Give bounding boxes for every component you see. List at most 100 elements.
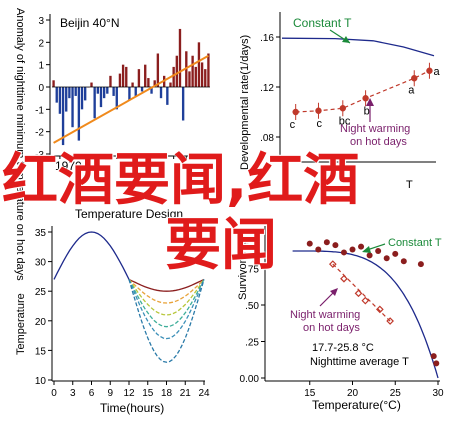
panel-development: .08 .12 .16 c c bc b a a Constant T Night warmi… bbox=[239, 12, 440, 191]
anomaly-bar bbox=[77, 87, 81, 141]
anomaly-bar bbox=[131, 82, 134, 87]
survivorship-constant-point bbox=[332, 242, 339, 249]
night-temperature-curve bbox=[128, 279, 205, 328]
panel-a-title: Beijin 40°N bbox=[60, 16, 120, 30]
night-warming-point-label: a bbox=[433, 66, 440, 78]
day-temperature-curve bbox=[53, 231, 130, 280]
anomaly-bar bbox=[71, 87, 74, 128]
anomaly-bar bbox=[90, 82, 93, 87]
panel-d-y-tick-label: .50 bbox=[245, 301, 259, 312]
anomaly-bar bbox=[55, 87, 58, 103]
night-temperature-curve bbox=[128, 278, 205, 304]
night-warming-point-label: b bbox=[364, 105, 370, 117]
panel-c-y-tick-label: 25 bbox=[35, 287, 47, 298]
anomaly-bar bbox=[84, 87, 87, 101]
panel-a-trend-line bbox=[53, 54, 209, 144]
anomaly-bar bbox=[106, 87, 109, 94]
survivorship-constant-point bbox=[366, 252, 373, 259]
survivorship-constant-point bbox=[430, 353, 437, 360]
survivorship-points bbox=[306, 239, 440, 367]
survivorship-night-point bbox=[376, 305, 384, 314]
panel-d-y-ticks: 0.00 .25 .50 .75 bbox=[240, 265, 265, 385]
panel-c-x-tick-label: 0 bbox=[51, 388, 57, 399]
anomaly-bar bbox=[65, 87, 68, 112]
panel-c-x-tick-label: 18 bbox=[161, 388, 173, 399]
anomaly-bar bbox=[99, 87, 103, 108]
night-warming-point-label: bc bbox=[339, 115, 351, 127]
overlay-headline-line-2: 要闻 bbox=[165, 213, 277, 278]
anomaly-bar bbox=[58, 87, 62, 114]
panel-anomaly: -3 -2 -1 0 1 2 3 Beijin 40°N 1970 Anomaly of n… bbox=[14, 8, 212, 281]
panel-c-y-tick-label: 20 bbox=[35, 317, 47, 328]
anomaly-bar bbox=[128, 87, 131, 101]
panel-d-constant-label: Constant T bbox=[388, 237, 442, 249]
panel-d-x-tick-label: 30 bbox=[432, 388, 444, 399]
panel-c-x-tick-label: 3 bbox=[70, 388, 76, 399]
panel-c-y-label: Temperature bbox=[15, 293, 27, 355]
anomaly-bar bbox=[74, 87, 77, 96]
panel-a-y-tick-label: -2 bbox=[35, 128, 44, 139]
panel-c-y-tick-label: 35 bbox=[35, 228, 47, 239]
survivorship-constant-point bbox=[417, 261, 424, 268]
anomaly-bar bbox=[153, 80, 156, 87]
survivorship-night-point bbox=[328, 260, 337, 268]
anomaly-bar bbox=[115, 87, 118, 110]
panel-d-night-arrowhead bbox=[330, 288, 338, 296]
anomaly-bar bbox=[150, 87, 153, 94]
panel-a-y-tick-label: -3 bbox=[35, 150, 44, 161]
panel-a-y-ticks: -3 -2 -1 0 1 2 3 bbox=[35, 16, 50, 161]
survivorship-constant-point bbox=[383, 255, 390, 262]
panel-d-night-avg-label: Nighttime average T bbox=[310, 356, 409, 368]
panel-b-y-tick-label: .12 bbox=[260, 83, 274, 94]
panel-d-x-label: Temperature(°C) bbox=[312, 398, 401, 412]
panel-survivorship: 0.00 .25 .50 .75 15 20 25 30 Constant T Night … bbox=[237, 226, 444, 412]
panel-d-x-tick-label: 20 bbox=[347, 388, 359, 399]
anomaly-bar bbox=[191, 55, 194, 87]
panel-d-y-tick-label: .25 bbox=[245, 338, 259, 349]
panel-a-y-tick-label: -1 bbox=[35, 105, 44, 116]
panel-d-range-label: 17.7-25.8 °C bbox=[312, 342, 374, 354]
night-warming-point bbox=[339, 105, 346, 112]
panel-c-x-tick-label: 9 bbox=[107, 388, 113, 399]
night-temperature-curve bbox=[128, 279, 205, 340]
anomaly-bar bbox=[194, 66, 197, 87]
panel-d-x-ticks: 15 20 25 30 bbox=[304, 381, 444, 399]
survivorship-constant-point bbox=[400, 258, 407, 265]
night-warming-point bbox=[315, 107, 322, 114]
night-warming-point-label: a bbox=[408, 84, 415, 96]
night-warming-point bbox=[411, 75, 418, 82]
panel-a-y-label: Anomaly of nighttime minimum temperature… bbox=[14, 8, 26, 281]
anomaly-bar bbox=[109, 75, 112, 87]
survivorship-night-point bbox=[354, 289, 363, 298]
night-temperature-curve bbox=[128, 279, 205, 316]
anomaly-bar bbox=[52, 80, 55, 87]
survivorship-constant-point bbox=[323, 239, 330, 246]
panel-c-x-tick-label: 12 bbox=[123, 388, 135, 399]
anomaly-bar bbox=[118, 73, 122, 87]
panel-c-x-tick-label: 24 bbox=[198, 388, 210, 399]
panel-d-night-label-2: on hot days bbox=[303, 322, 360, 334]
survivorship-constant-point bbox=[392, 250, 399, 257]
panel-a-y-tick-label: 2 bbox=[38, 38, 44, 49]
panel-c-y-tick-label: 30 bbox=[35, 258, 47, 269]
panel-b-constant-label: Constant T bbox=[293, 16, 352, 30]
survivorship-constant-point bbox=[315, 246, 322, 253]
survivorship-constant-point bbox=[358, 243, 365, 250]
panel-a-y-tick-label: 1 bbox=[38, 61, 44, 72]
survivorship-constant-point bbox=[433, 360, 440, 367]
panel-b-constant-arrowhead bbox=[342, 36, 350, 43]
anomaly-bar bbox=[144, 64, 147, 87]
survivorship-constant-point bbox=[340, 249, 347, 256]
panel-d-y-tick-label: .75 bbox=[245, 265, 259, 276]
anomaly-bar bbox=[181, 87, 185, 121]
constant-t-curve bbox=[281, 37, 435, 57]
panel-d-x-tick-label: 25 bbox=[390, 388, 402, 399]
anomaly-bar bbox=[93, 87, 96, 119]
anomaly-bar bbox=[166, 87, 169, 105]
panel-b-night-label-2: on hot days bbox=[350, 136, 407, 148]
panel-a-y-tick-label: 0 bbox=[38, 83, 44, 94]
anomaly-bar bbox=[200, 62, 204, 87]
anomaly-bar bbox=[96, 87, 99, 94]
anomaly-bar bbox=[121, 64, 125, 87]
